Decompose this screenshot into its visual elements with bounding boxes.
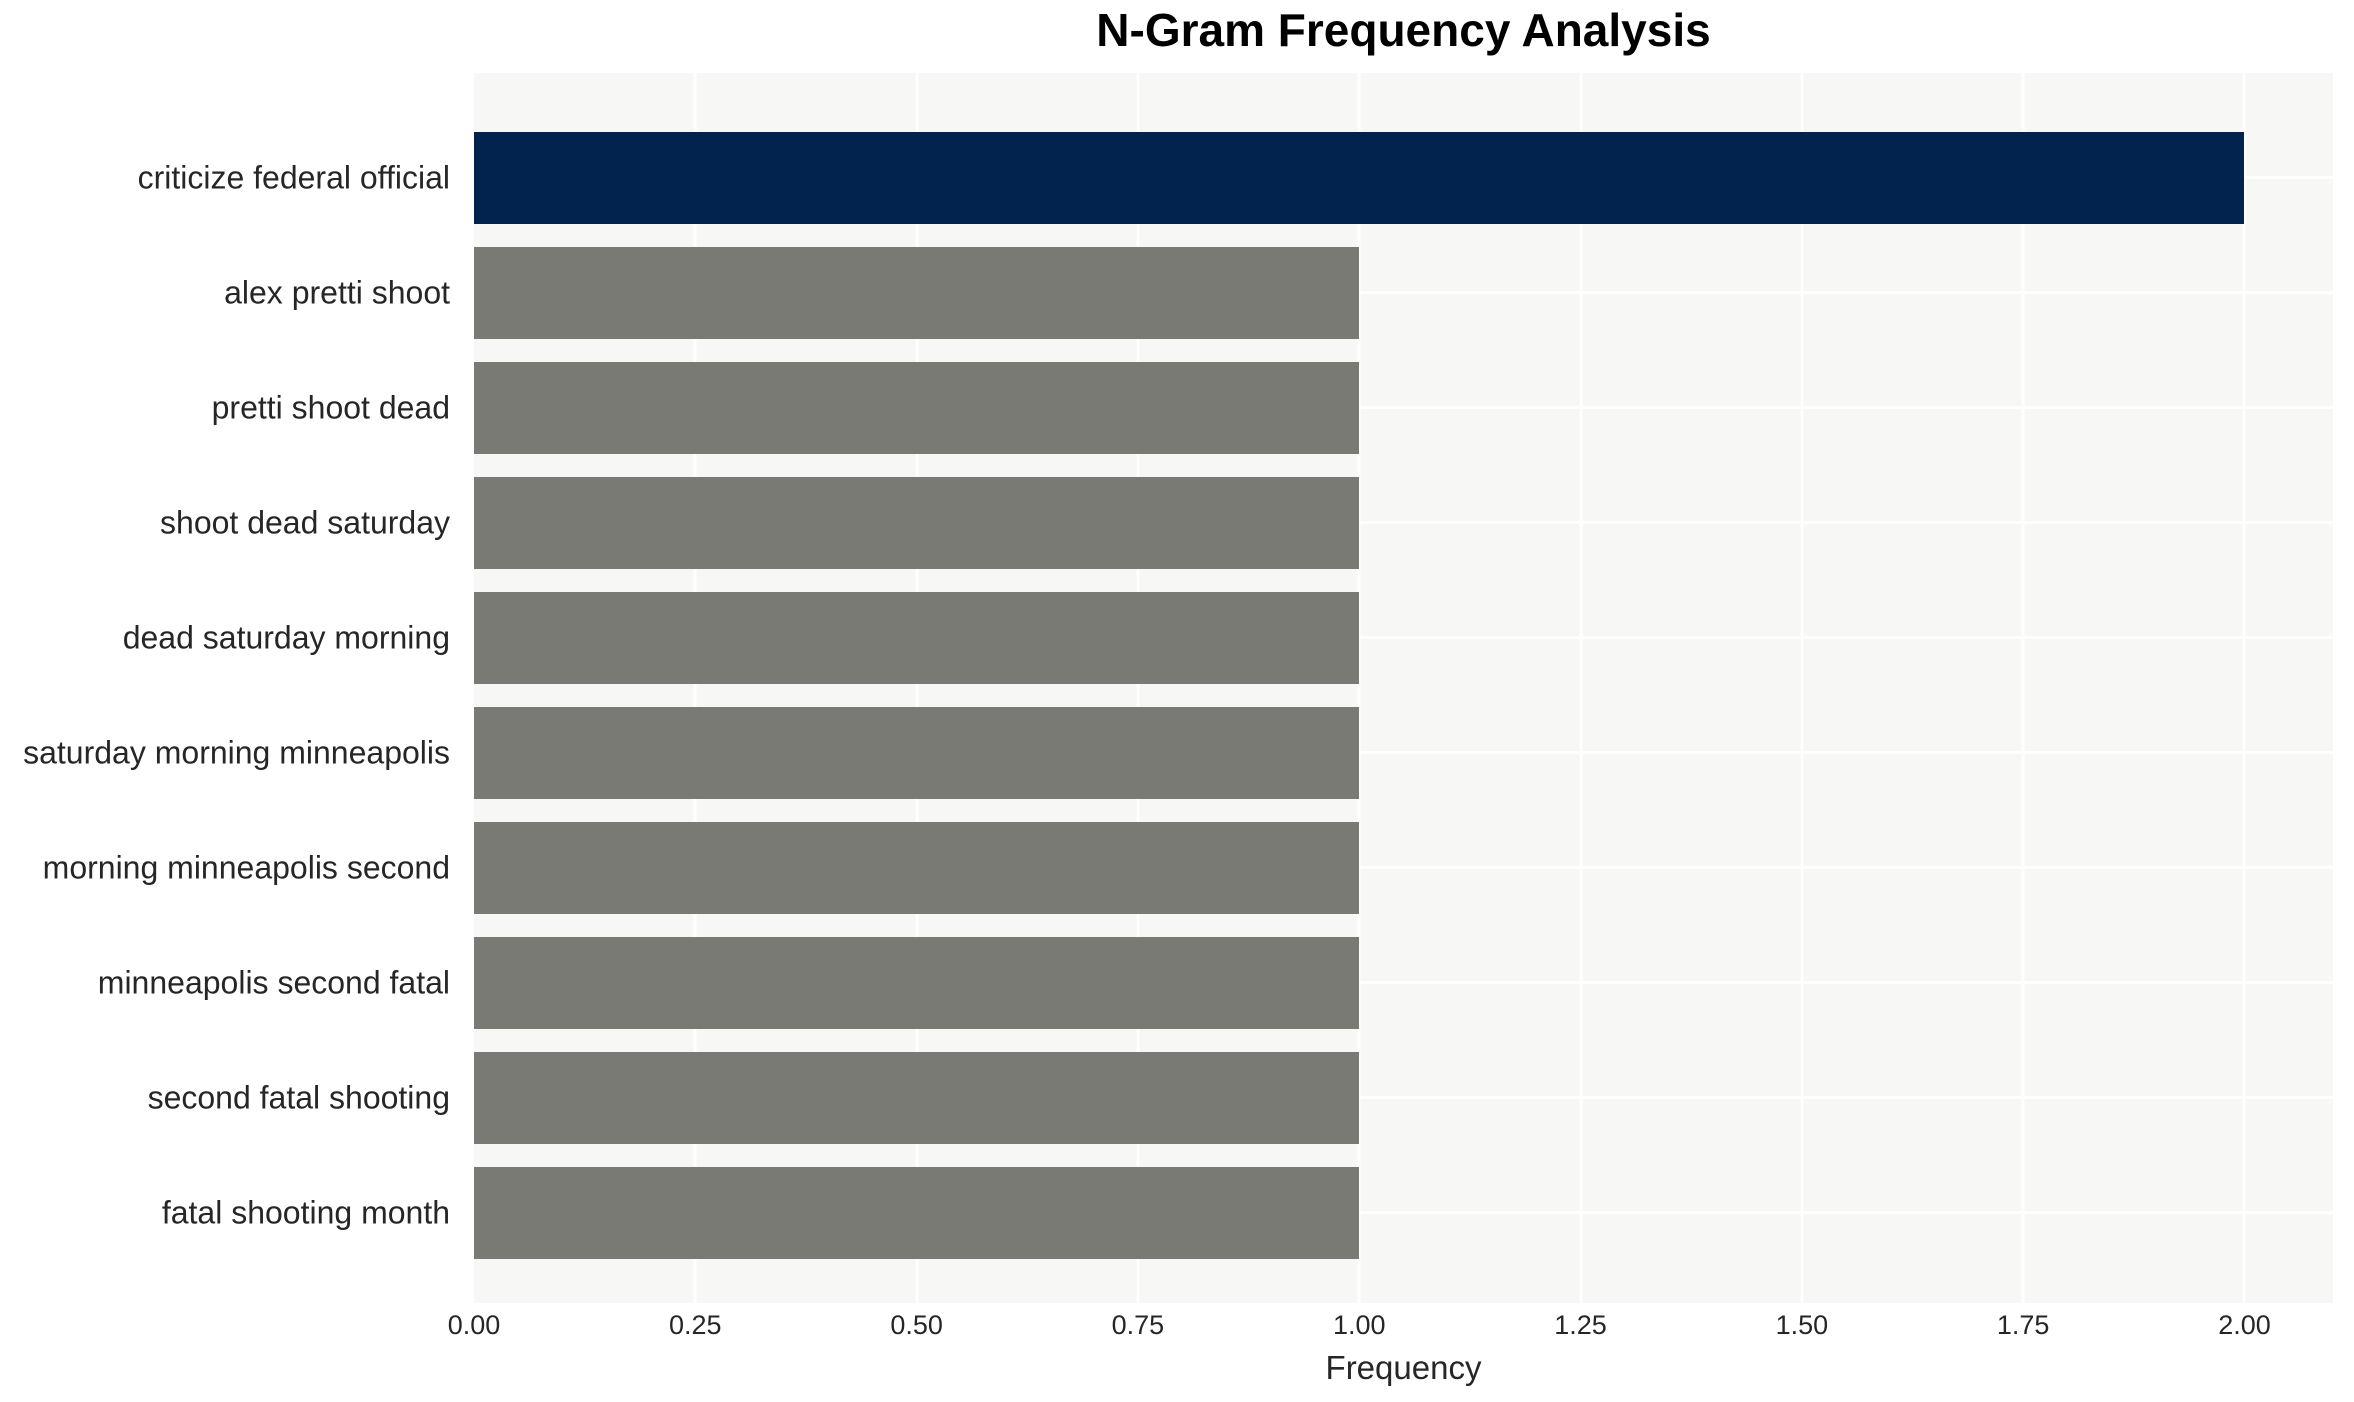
gridline-horizontal (474, 406, 2333, 409)
gridline-vertical (2242, 73, 2246, 1303)
x-axis-tick: 0.25 (669, 1310, 722, 1340)
bar (474, 1051, 1360, 1144)
chart-title: N-Gram Frequency Analysis (1096, 4, 1711, 56)
bar (474, 131, 2245, 224)
gridline-vertical (1579, 73, 1583, 1303)
y-axis-label: fatal shooting month (161, 1194, 450, 1230)
bar (474, 361, 1360, 454)
gridline-vertical (693, 73, 697, 1303)
gridline-horizontal (474, 636, 2333, 639)
gridline-horizontal (474, 981, 2333, 984)
bar (474, 476, 1360, 569)
x-axis-tick: 0.75 (1111, 1310, 1165, 1340)
x-axis-tick: 2.00 (2218, 1310, 2271, 1340)
gridline-vertical (915, 73, 919, 1303)
x-axis-tick: 0.50 (890, 1310, 943, 1340)
gridline-horizontal (474, 521, 2333, 524)
y-axis-label: alex pretti shoot (224, 274, 450, 310)
y-axis-label: dead saturday morning (122, 619, 450, 655)
gridline-horizontal (474, 291, 2333, 294)
gridline-horizontal (474, 866, 2333, 869)
gridline-vertical (1357, 73, 1361, 1303)
y-axis-label: saturday morning minneapolis (23, 734, 450, 770)
bar (474, 706, 1360, 799)
x-axis-tick: 1.50 (1775, 1310, 1829, 1340)
bar (474, 246, 1360, 339)
y-axis-label: morning minneapolis second (42, 849, 450, 885)
y-axis-label: criticize federal official (137, 159, 450, 195)
y-axis-labels: criticize federal official alex pretti sh… (0, 73, 462, 1303)
plot-area (474, 73, 2333, 1303)
gridline-vertical (2021, 73, 2025, 1303)
x-axis-tick: 1.25 (1554, 1310, 1607, 1340)
x-axis-tick: 1.75 (1996, 1310, 2050, 1340)
gridline-horizontal (474, 1096, 2333, 1099)
bar (474, 1166, 1360, 1259)
bar (474, 821, 1360, 914)
x-axis-tick: 1.00 (1332, 1310, 1386, 1340)
gridline-vertical (1136, 73, 1140, 1303)
y-axis-label: minneapolis second fatal (97, 964, 450, 1000)
x-axis-title: Frequency (1325, 1349, 1482, 1386)
gridline-horizontal (474, 751, 2333, 754)
y-axis-label: shoot dead saturday (160, 504, 450, 540)
bar (474, 591, 1360, 684)
gridline-vertical (1800, 73, 1804, 1303)
gridline-horizontal (474, 1211, 2333, 1214)
y-axis-label: second fatal shooting (147, 1079, 450, 1115)
y-axis-label: pretti shoot dead (211, 389, 450, 425)
x-axis-ticks: 0.00 0.25 0.50 0.75 1.00 1.25 1.50 1.75 2.00 (448, 1308, 2333, 1344)
x-axis-tick: 0.00 (447, 1310, 501, 1340)
bar (474, 936, 1360, 1029)
